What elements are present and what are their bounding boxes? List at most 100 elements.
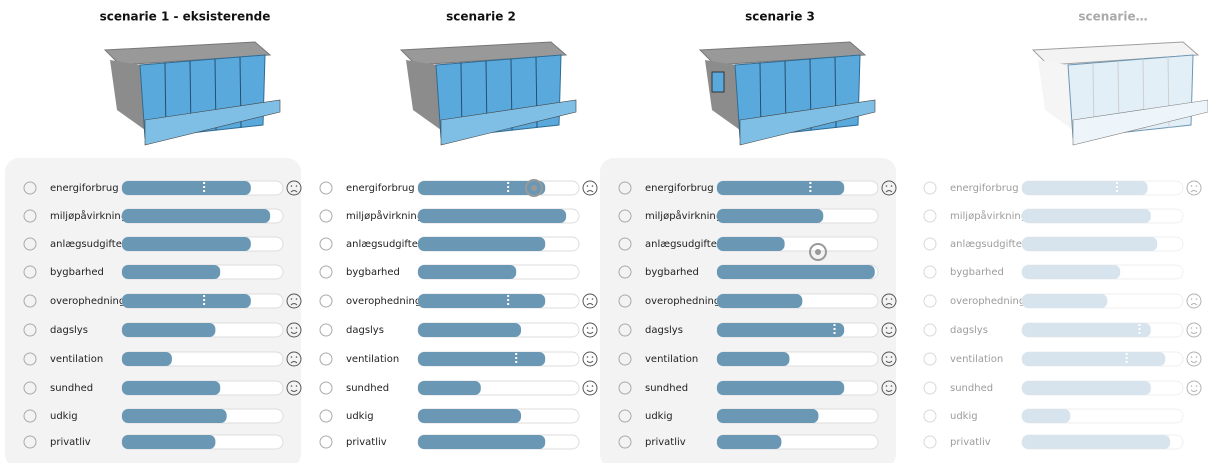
- eye: [591, 298, 594, 300]
- metric-row: overophedning: [23, 293, 302, 309]
- bar-fill: [717, 265, 875, 279]
- metric-row: miljøpåvirkning: [618, 208, 879, 224]
- metric-label: overophedning: [346, 296, 421, 307]
- mouth: [1190, 303, 1198, 306]
- bar-fill: [418, 435, 546, 449]
- metric-row: udkig: [923, 408, 1184, 424]
- metric-label: sundhed: [346, 383, 389, 394]
- metric-label: udkig: [950, 411, 978, 422]
- metric-label: miljøpåvirkning: [50, 209, 127, 222]
- mood-face: [1186, 380, 1202, 396]
- metric-row: bygbarhed: [618, 264, 879, 280]
- balcony: [739, 99, 876, 146]
- metric-icon: [923, 209, 937, 223]
- window: [711, 71, 725, 93]
- metric-icon: [923, 352, 937, 366]
- eye: [885, 185, 888, 187]
- eye: [586, 327, 589, 329]
- metric-icon: [618, 381, 632, 395]
- eye: [295, 385, 298, 387]
- bar-fill: [717, 409, 819, 423]
- metric-row: privatliv: [319, 434, 580, 450]
- metric-label: privatliv: [950, 437, 991, 448]
- metric-icon: [319, 265, 333, 279]
- eye: [586, 298, 589, 300]
- metric-row: privatliv: [23, 434, 284, 450]
- metric-row: bygbarhed: [923, 264, 1184, 280]
- scenario-title: scenarie 3: [745, 10, 815, 24]
- eye: [1195, 385, 1198, 387]
- bar-fill: [418, 294, 546, 308]
- eye: [295, 356, 298, 358]
- metric-label: dagslys: [950, 325, 988, 336]
- metric-label: udkig: [346, 411, 374, 422]
- bar-fill: [1022, 181, 1148, 195]
- metric-icon: [319, 352, 333, 366]
- metric-row: energiforbrug: [618, 180, 897, 196]
- bar-fill: [418, 181, 546, 195]
- touch-dot: [531, 185, 537, 191]
- scenario-title: scenarie…: [1078, 10, 1147, 24]
- eye: [1190, 185, 1193, 187]
- eye: [1195, 298, 1198, 300]
- eye: [591, 385, 594, 387]
- mouth: [885, 190, 893, 193]
- metric-label: anlægsudgifter: [950, 239, 1027, 250]
- bar-fill: [1022, 435, 1171, 449]
- metric-icon: [23, 323, 37, 337]
- eye: [1190, 298, 1193, 300]
- bar-fill: [717, 352, 790, 366]
- metric-label: udkig: [50, 411, 78, 422]
- metric-row: energiforbrug: [23, 180, 302, 196]
- metric-label: sundhed: [50, 383, 93, 394]
- mouth: [1190, 360, 1198, 363]
- metric-row: dagslys: [923, 322, 1202, 338]
- eye: [885, 356, 888, 358]
- eye: [591, 185, 594, 187]
- bar-fill: [122, 237, 251, 251]
- eye: [885, 327, 888, 329]
- metric-row: anlægsudgifter: [618, 236, 879, 252]
- bar-fill: [717, 294, 803, 308]
- bar-track: [1021, 293, 1184, 309]
- bar-fill: [1022, 352, 1166, 366]
- bar-fill: [1022, 209, 1151, 223]
- metric-row: ventilation: [23, 351, 302, 367]
- metric-label: sundhed: [645, 383, 688, 394]
- metric-icon: [23, 409, 37, 423]
- bar-track: [1021, 322, 1184, 338]
- metric-label: energiforbrug: [645, 183, 714, 194]
- metric-label: ventilation: [950, 354, 1003, 365]
- metric-label: dagslys: [346, 325, 384, 336]
- metric-label: overophedning: [50, 296, 125, 307]
- eye: [586, 185, 589, 187]
- metric-row: anlægsudgifter: [23, 236, 284, 252]
- metric-icon: [923, 435, 937, 449]
- mouth: [885, 389, 893, 392]
- bar-track: [1021, 434, 1184, 450]
- metric-label: udkig: [645, 411, 673, 422]
- metric-row: overophedning: [923, 293, 1202, 309]
- metric-label: miljøpåvirkning: [950, 209, 1027, 222]
- building: [1031, 41, 1208, 146]
- metric-icon: [319, 294, 333, 308]
- metric-icon: [319, 181, 333, 195]
- bar-fill: [717, 323, 845, 337]
- mouth: [1190, 389, 1198, 392]
- bar-fill: [717, 181, 845, 195]
- side-wall: [406, 60, 441, 130]
- roof: [103, 41, 272, 66]
- metric-row: udkig: [319, 408, 580, 424]
- bar-fill: [122, 181, 251, 195]
- eye: [1190, 327, 1193, 329]
- bar-fill: [717, 237, 785, 251]
- eye: [1190, 356, 1193, 358]
- mood-face: [1186, 180, 1202, 196]
- eye: [885, 298, 888, 300]
- side-wall: [1038, 60, 1073, 130]
- metric-row: miljøpåvirkning: [23, 208, 284, 224]
- building: [399, 41, 577, 146]
- mouth: [290, 331, 298, 334]
- mouth: [290, 303, 298, 306]
- metric-icon: [23, 294, 37, 308]
